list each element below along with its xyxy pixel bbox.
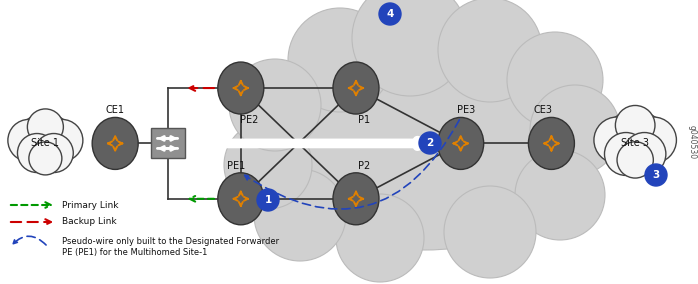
- Circle shape: [17, 133, 57, 172]
- Circle shape: [645, 164, 667, 186]
- Circle shape: [229, 59, 321, 151]
- Text: PE2: PE2: [239, 115, 258, 125]
- Circle shape: [530, 85, 620, 175]
- Text: Site 1: Site 1: [31, 138, 59, 149]
- Text: 3: 3: [653, 170, 660, 180]
- Ellipse shape: [260, 40, 590, 250]
- Text: 2: 2: [426, 138, 433, 148]
- Circle shape: [336, 194, 424, 282]
- Circle shape: [507, 32, 603, 128]
- FancyArrowPatch shape: [245, 120, 459, 209]
- Circle shape: [616, 105, 655, 145]
- Ellipse shape: [528, 117, 574, 170]
- Circle shape: [594, 117, 640, 163]
- Ellipse shape: [218, 62, 264, 114]
- Circle shape: [34, 133, 73, 172]
- Circle shape: [630, 117, 676, 163]
- Circle shape: [379, 3, 401, 25]
- Circle shape: [288, 8, 392, 112]
- Circle shape: [257, 189, 279, 211]
- Text: P2: P2: [358, 161, 370, 171]
- Circle shape: [224, 121, 312, 209]
- FancyArrowPatch shape: [13, 236, 46, 245]
- Circle shape: [15, 113, 75, 174]
- Circle shape: [254, 169, 346, 261]
- Text: P1: P1: [358, 115, 370, 125]
- Ellipse shape: [333, 173, 379, 225]
- Circle shape: [419, 132, 441, 154]
- Circle shape: [29, 142, 62, 175]
- Circle shape: [41, 119, 83, 161]
- Circle shape: [438, 0, 542, 102]
- Text: CE1: CE1: [105, 105, 125, 115]
- FancyBboxPatch shape: [151, 128, 184, 158]
- Ellipse shape: [218, 173, 264, 225]
- Text: PE3: PE3: [456, 105, 475, 115]
- Circle shape: [444, 186, 536, 278]
- Text: 4: 4: [386, 9, 394, 19]
- Circle shape: [27, 109, 64, 145]
- Text: PE1: PE1: [227, 161, 245, 171]
- Text: PE (PE1) for the Multihomed Site-1: PE (PE1) for the Multihomed Site-1: [62, 248, 207, 258]
- Ellipse shape: [333, 62, 379, 114]
- Circle shape: [8, 119, 50, 161]
- Text: Pseudo-wire only built to the Designated Forwarder: Pseudo-wire only built to the Designated…: [62, 237, 279, 247]
- Ellipse shape: [92, 117, 138, 170]
- Circle shape: [604, 133, 647, 176]
- Circle shape: [623, 133, 666, 176]
- Text: CE3: CE3: [534, 105, 553, 115]
- Circle shape: [602, 110, 668, 176]
- Text: Backup Link: Backup Link: [62, 218, 117, 227]
- Circle shape: [617, 142, 653, 178]
- Circle shape: [515, 150, 605, 240]
- Text: Site 3: Site 3: [621, 138, 649, 149]
- Ellipse shape: [438, 117, 484, 170]
- Text: 1: 1: [265, 195, 272, 205]
- Text: Primary Link: Primary Link: [62, 201, 119, 210]
- Text: g040530: g040530: [688, 125, 697, 159]
- Circle shape: [352, 0, 468, 96]
